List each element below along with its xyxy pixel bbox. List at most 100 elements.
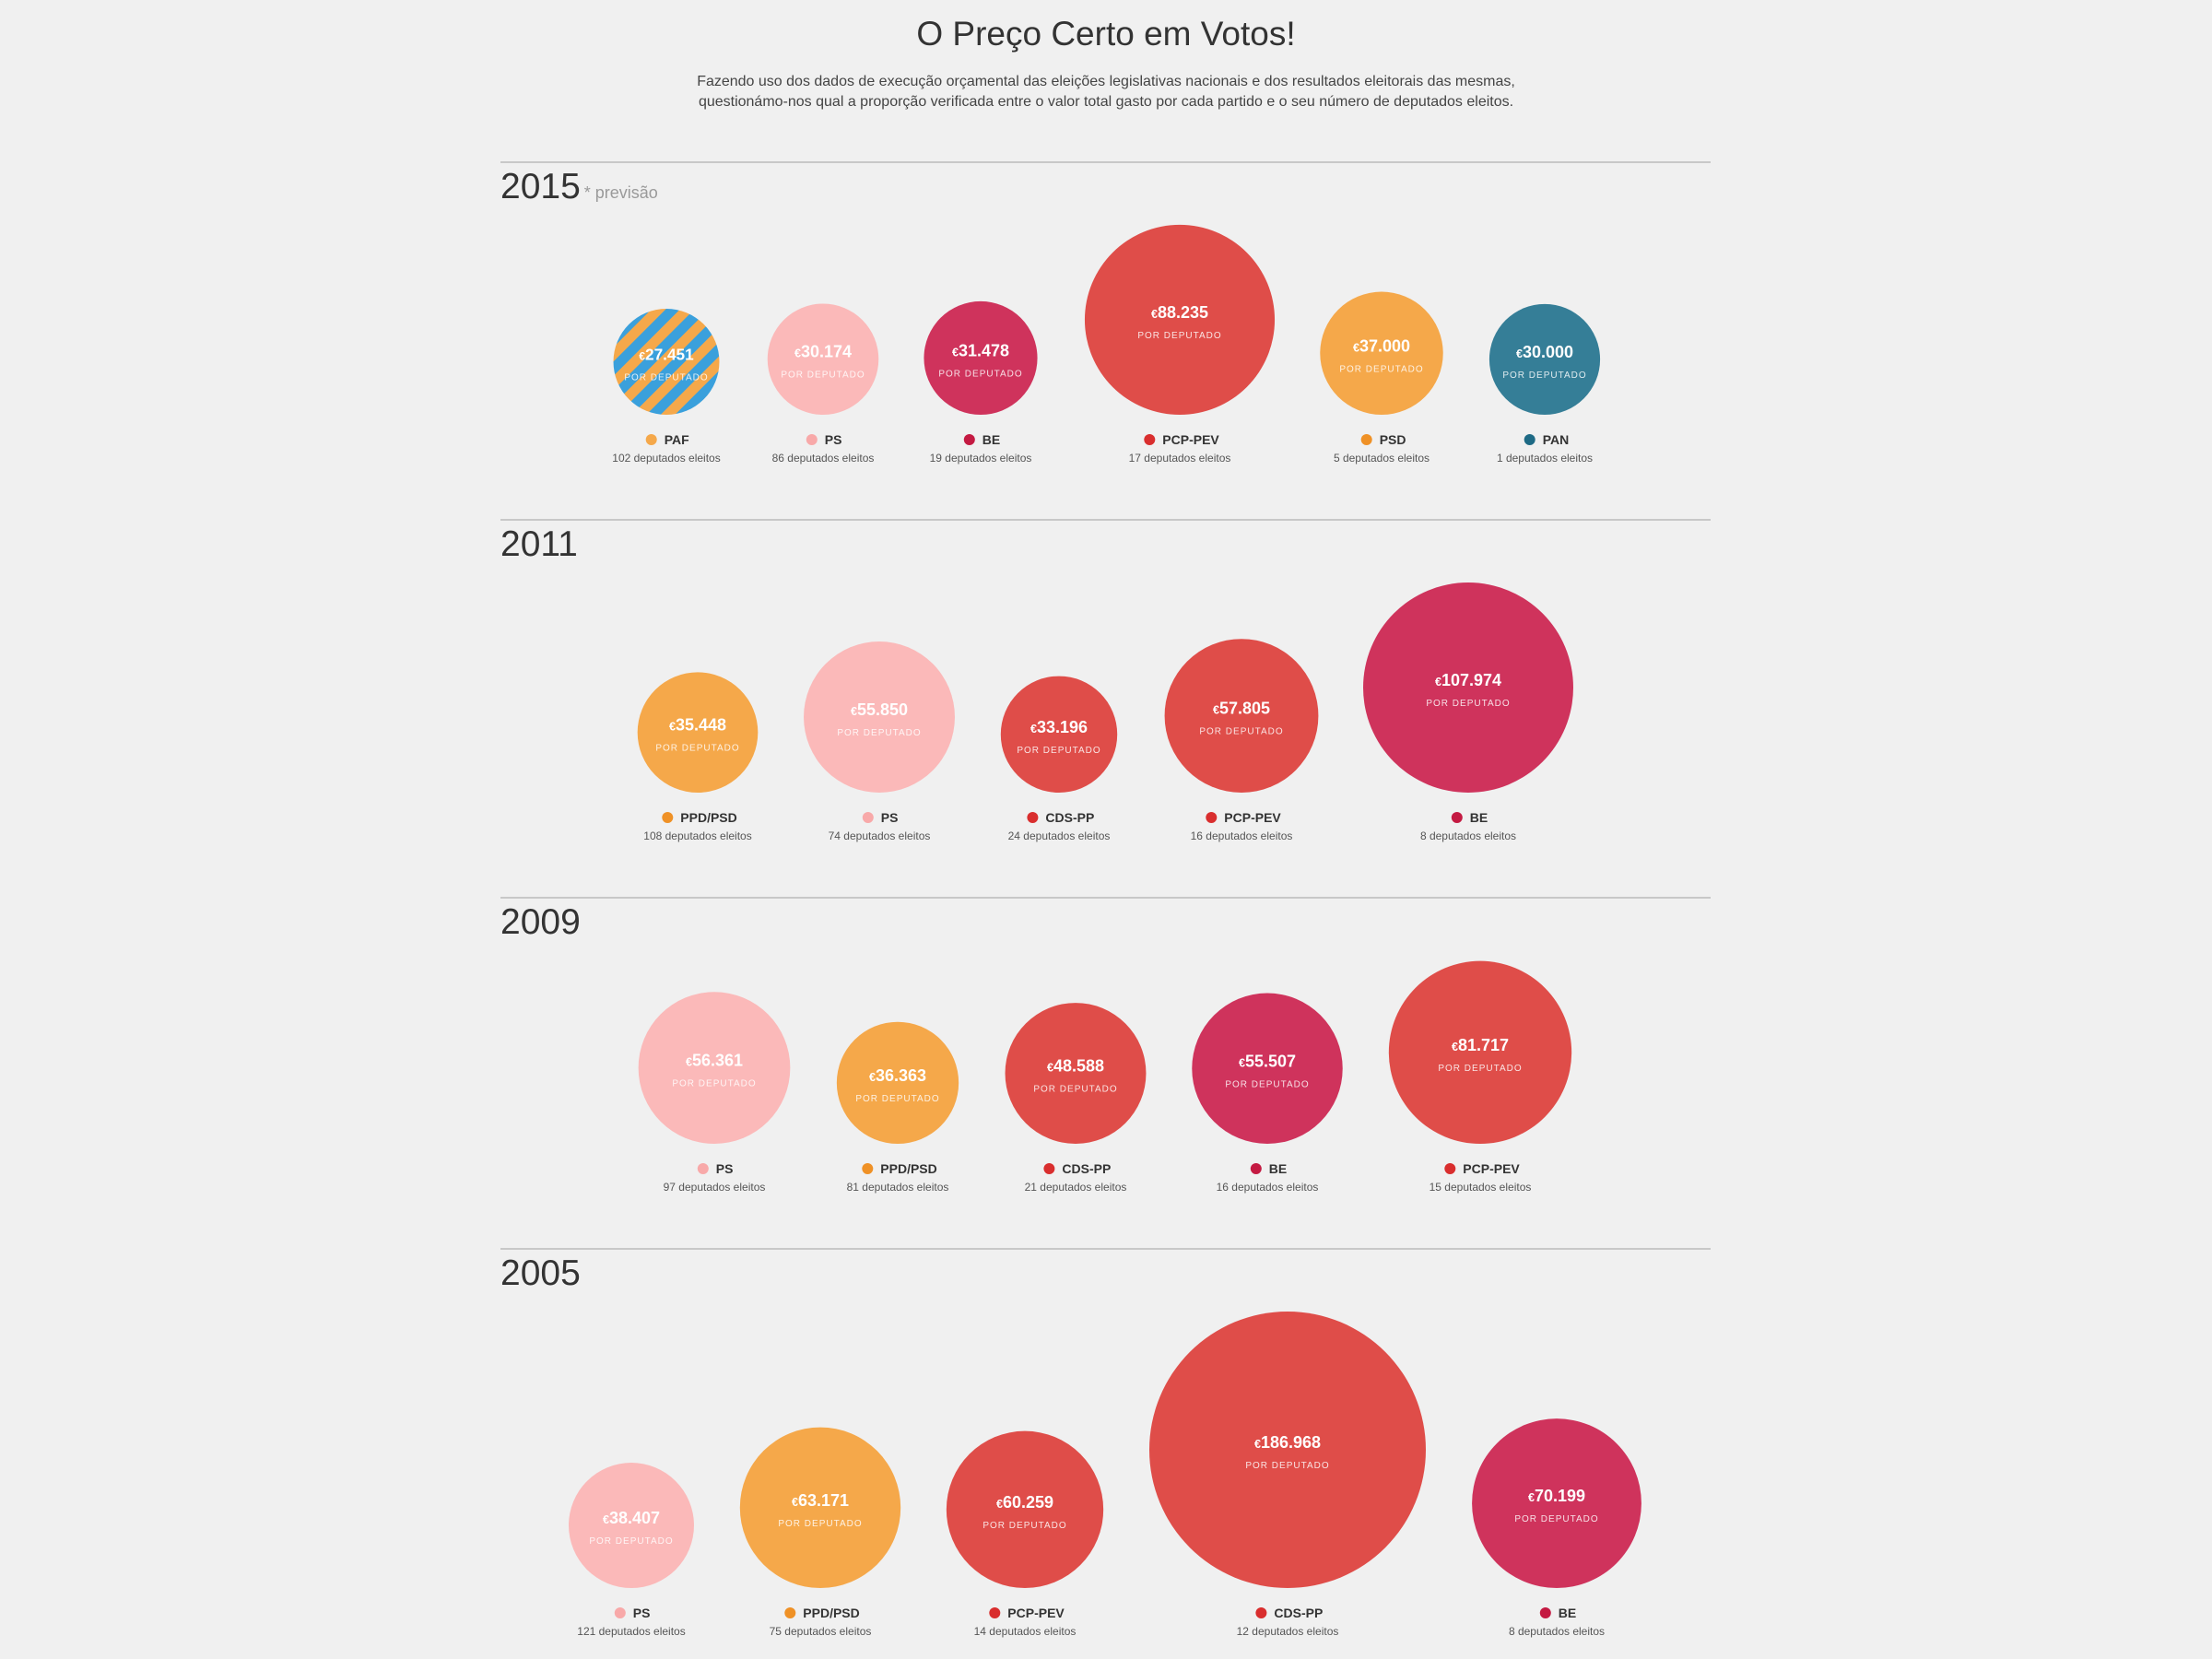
party-name-label: CDS-PP — [1274, 1606, 1323, 1620]
bubble-value-label: €48.588 — [1047, 1057, 1104, 1076]
bubble-2005-be — [1472, 1418, 1641, 1588]
party-color-dot — [862, 1163, 874, 1174]
deputies-count-label: 5 deputados eleitos — [1334, 452, 1430, 465]
subtitle-line-1: Fazendo uso dos dados de execução orçame… — [697, 74, 1515, 89]
deputies-count-label: 16 deputados eleitos — [1217, 1181, 1319, 1194]
deputies-count-label: 21 deputados eleitos — [1025, 1181, 1127, 1194]
bubble-2011-pcp-pev — [1164, 639, 1319, 793]
bubble-2009-pcp-pev — [1388, 960, 1572, 1144]
bubble-per-deputy-label: POR DEPUTADO — [1339, 364, 1423, 374]
deputies-count-label: 74 deputados eleitos — [829, 830, 931, 842]
bubble-value-label: €33.196 — [1030, 718, 1088, 736]
bubble-value-label: €107.974 — [1435, 671, 1501, 689]
party-name-label: PCP-PEV — [1224, 810, 1281, 825]
bubble-2009-be — [1192, 993, 1343, 1144]
page-title: O Preço Certo em Votos! — [916, 15, 1296, 53]
bubble-per-deputy-label: POR DEPUTADO — [855, 1094, 939, 1104]
party-name-label: PS — [716, 1161, 734, 1176]
deputies-count-label: 97 deputados eleitos — [664, 1181, 766, 1194]
bubble-2011-cds-pp — [1000, 676, 1118, 794]
bubble-per-deputy-label: POR DEPUTADO — [624, 373, 708, 383]
forecast-note: * previsão — [583, 183, 658, 202]
year-label: 2005 — [500, 1253, 581, 1293]
section-divider — [500, 161, 1711, 163]
bubble-value-label: €55.850 — [851, 700, 908, 719]
deputies-count-label: 121 deputados eleitos — [577, 1625, 685, 1638]
bubble-per-deputy-label: POR DEPUTADO — [1225, 1079, 1309, 1089]
deputies-count-label: 8 deputados eleitos — [1509, 1625, 1605, 1638]
bubble-per-deputy-label: POR DEPUTADO — [1502, 371, 1586, 381]
party-color-dot — [963, 434, 975, 445]
party-color-dot — [1255, 1607, 1267, 1618]
party-color-dot — [1144, 434, 1156, 445]
deputies-count-label: 102 deputados eleitos — [612, 452, 720, 465]
bubble-2009-cds-pp — [1005, 1003, 1147, 1144]
party-name-label: PCP-PEV — [1463, 1161, 1520, 1176]
bubble-value-label: €186.968 — [1254, 1433, 1321, 1452]
bubble-value-label: €38.407 — [603, 1509, 660, 1527]
bubble-2015-pan — [1488, 303, 1601, 415]
deputies-count-label: 108 deputados eleitos — [643, 830, 751, 842]
bubble-2011-ps — [804, 641, 955, 793]
deputies-count-label: 15 deputados eleitos — [1430, 1181, 1532, 1194]
year-label: 2015 — [500, 167, 581, 206]
section-divider — [500, 519, 1711, 521]
bubble-value-label: €27.451 — [639, 346, 694, 364]
party-color-dot — [1451, 812, 1463, 823]
bubble-per-deputy-label: POR DEPUTADO — [672, 1079, 756, 1089]
bubble-per-deputy-label: POR DEPUTADO — [1137, 331, 1221, 341]
bubble-value-label: €35.448 — [669, 716, 726, 735]
bubble-value-label: €30.174 — [794, 343, 852, 361]
party-color-dot — [989, 1607, 1001, 1618]
party-color-dot — [1250, 1163, 1262, 1174]
bubble-2015-ps — [767, 303, 879, 415]
bubble-2015-paf — [613, 309, 720, 415]
bubble-per-deputy-label: POR DEPUTADO — [1514, 1514, 1598, 1524]
bubble-per-deputy-label: POR DEPUTADO — [938, 369, 1022, 379]
bubble-per-deputy-label: POR DEPUTADO — [982, 1521, 1066, 1531]
party-name-label: BE — [1269, 1161, 1287, 1176]
party-color-dot — [1043, 1163, 1055, 1174]
bubble-per-deputy-label: POR DEPUTADO — [1033, 1085, 1117, 1095]
party-name-label: BE — [1559, 1606, 1576, 1620]
bubble-2005-ps — [569, 1463, 694, 1588]
party-name-label: CDS-PP — [1062, 1161, 1111, 1176]
year-label: 2011 — [500, 524, 578, 564]
party-color-dot — [697, 1163, 709, 1174]
party-color-dot — [1206, 812, 1218, 823]
deputies-count-label: 12 deputados eleitos — [1237, 1625, 1339, 1638]
party-name-label: PPD/PSD — [880, 1161, 936, 1176]
party-color-dot — [645, 434, 657, 445]
bubble-2015-pcp-pev — [1084, 224, 1276, 415]
party-name-label: BE — [982, 432, 1000, 447]
party-color-dot — [1027, 812, 1039, 823]
section-year: 2005 — [500, 1253, 581, 1294]
party-name-label: BE — [1470, 810, 1488, 825]
bubble-value-label: €56.361 — [686, 1052, 743, 1070]
deputies-count-label: 86 deputados eleitos — [772, 452, 875, 465]
party-name-label: PAF — [665, 432, 689, 447]
bubble-2005-ppd-psd — [739, 1427, 901, 1588]
bubble-per-deputy-label: POR DEPUTADO — [1017, 746, 1100, 756]
bubble-2015-be — [924, 300, 1038, 415]
party-color-dot — [662, 812, 674, 823]
bubble-value-label: €70.199 — [1528, 1487, 1585, 1505]
bubble-per-deputy-label: POR DEPUTADO — [1438, 1064, 1522, 1074]
deputies-count-label: 1 deputados eleitos — [1497, 452, 1593, 465]
bubble-value-label: €30.000 — [1516, 343, 1573, 361]
bubble-2005-cds-pp — [1149, 1312, 1426, 1588]
bubble-value-label: €57.805 — [1213, 700, 1270, 718]
deputies-count-label: 14 deputados eleitos — [974, 1625, 1077, 1638]
party-color-dot — [862, 812, 874, 823]
bubble-value-label: €37.000 — [1353, 336, 1410, 355]
section-divider — [500, 897, 1711, 899]
section-year: 2009 — [500, 902, 581, 943]
party-name-label: PCP-PEV — [1162, 432, 1219, 447]
bubble-2011-be — [1363, 582, 1573, 793]
party-color-dot — [1444, 1163, 1456, 1174]
bubble-per-deputy-label: POR DEPUTADO — [1245, 1461, 1329, 1471]
party-name-label: PPD/PSD — [680, 810, 736, 825]
bubble-value-label: €63.171 — [792, 1491, 849, 1510]
party-name-label: PSD — [1380, 432, 1406, 447]
